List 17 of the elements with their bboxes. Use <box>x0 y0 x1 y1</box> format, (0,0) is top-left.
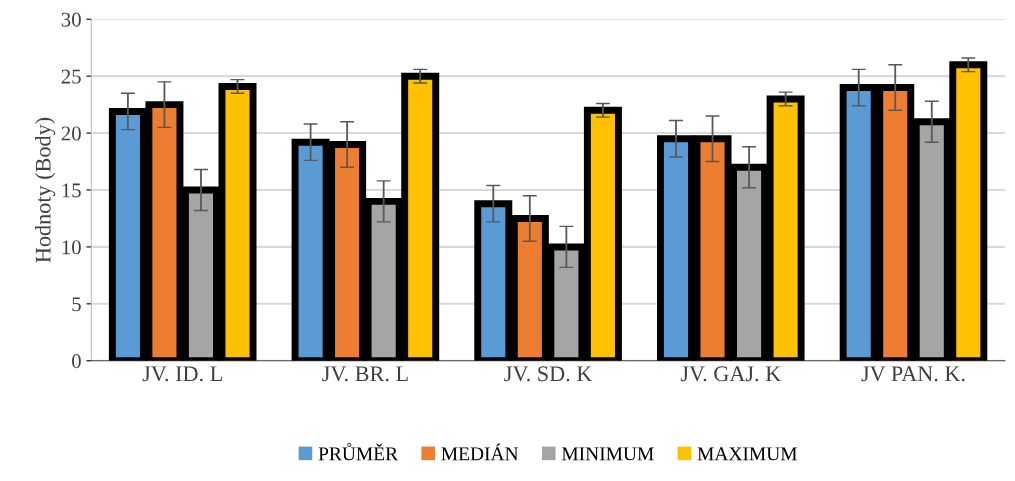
x-tick-label: JV. ID. L <box>142 366 222 382</box>
legend-label: MINIMUM <box>561 447 654 461</box>
legend-label: MAXIMUM <box>697 447 797 461</box>
y-tick-label: 25 <box>61 69 81 84</box>
y-tick-label: 20 <box>61 126 81 141</box>
x-tick-label: JV. BR. L <box>322 366 408 382</box>
y-tick-label: 10 <box>62 240 81 255</box>
y-tick-label: 30 <box>61 12 81 27</box>
y-tick-label: 0 <box>72 354 81 369</box>
x-tick-label: JV. GAJ. K <box>680 366 781 382</box>
x-tick-label: JV. SD. K <box>504 366 593 382</box>
y-axis-title: Hodnoty (Body) <box>35 117 56 263</box>
y-tick-label: 15 <box>62 183 81 198</box>
x-tick-label: JV PAN. K. <box>861 366 965 382</box>
legend-label: PRŮMĚR <box>318 442 399 461</box>
y-tick-label: 5 <box>72 297 81 312</box>
legend-label: MEDIÁN <box>441 443 519 461</box>
